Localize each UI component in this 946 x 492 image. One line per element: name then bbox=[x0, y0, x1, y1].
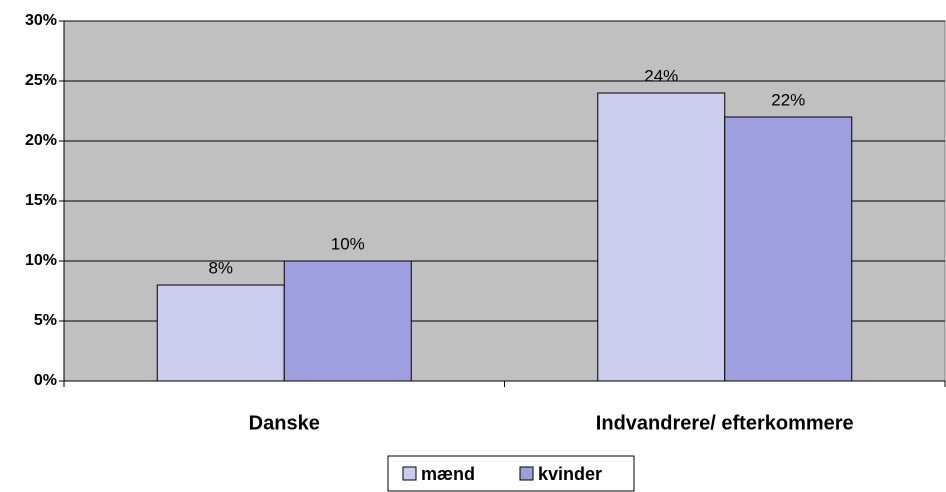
bar bbox=[156, 284, 285, 382]
y-tick-label: 30% bbox=[25, 12, 57, 29]
legend-swatch bbox=[519, 466, 534, 481]
y-tick-label: 25% bbox=[25, 72, 57, 89]
legend-box bbox=[387, 455, 635, 492]
value-label: 8% bbox=[208, 258, 233, 277]
y-tick-label: 10% bbox=[25, 252, 57, 269]
y-tick-label: 20% bbox=[25, 132, 57, 149]
legend-swatch bbox=[402, 466, 417, 481]
x-tick-label: Danske bbox=[249, 412, 320, 434]
y-tick-label: 0% bbox=[34, 372, 57, 389]
y-tick-label: 15% bbox=[25, 192, 57, 209]
value-label: 22% bbox=[771, 90, 805, 109]
bar bbox=[283, 260, 412, 382]
bar bbox=[597, 92, 726, 382]
x-tick-label: Indvandrere/ efterkommere bbox=[596, 412, 854, 434]
legend-label: mænd bbox=[421, 464, 475, 484]
value-label: 24% bbox=[644, 66, 678, 85]
legend-label: kvinder bbox=[538, 464, 602, 484]
y-tick-label: 5% bbox=[34, 312, 57, 329]
value-label: 10% bbox=[331, 234, 365, 253]
bar bbox=[724, 116, 853, 382]
